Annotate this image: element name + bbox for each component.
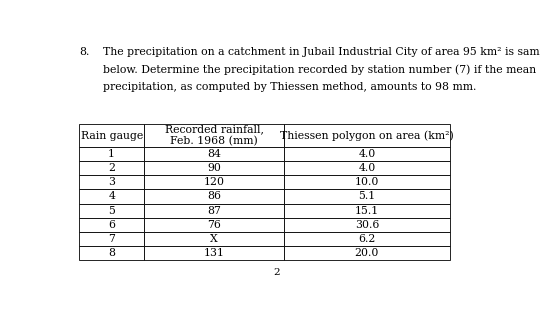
Text: 2: 2 [273,268,280,277]
Text: 8.: 8. [79,47,90,57]
Text: precipitation, as computed by Thiessen method, amounts to 98 mm.: precipitation, as computed by Thiessen m… [103,82,476,92]
Text: The precipitation on a catchment in Jubail Industrial City of area 95 km² is sam: The precipitation on a catchment in Juba… [103,47,540,57]
Text: below. Determine the precipitation recorded by station number (7) if the mean: below. Determine the precipitation recor… [103,64,536,75]
